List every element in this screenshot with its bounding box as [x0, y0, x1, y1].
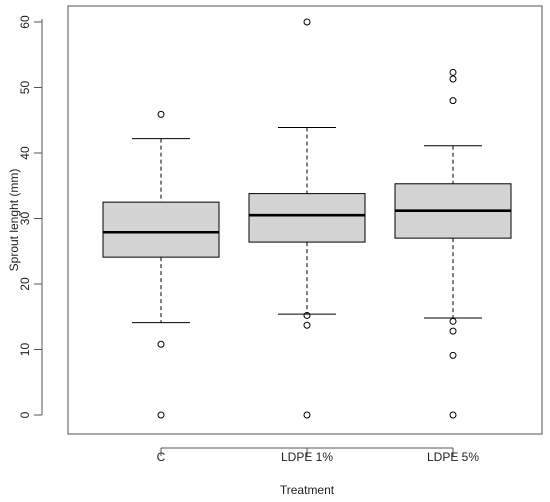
outlier-point — [449, 327, 457, 335]
y-tick-label: 20 — [18, 277, 32, 291]
plot-frame — [67, 5, 543, 435]
outlier-point — [157, 110, 165, 118]
outlier-point — [303, 321, 311, 329]
x-tick-label: LDPE 5% — [427, 450, 479, 464]
box-group — [102, 110, 220, 419]
box — [248, 193, 366, 243]
outlier-point — [157, 340, 165, 348]
box-group — [248, 18, 366, 419]
boxes — [102, 18, 512, 419]
outlier-point — [449, 75, 457, 83]
outlier-point — [303, 411, 311, 419]
outlier-point — [449, 411, 457, 419]
x-ticks: C LDPE 1% LDPE 5% — [157, 448, 479, 464]
y-ticks: 0 10 20 30 40 50 60 — [18, 15, 42, 418]
y-tick-label: 0 — [18, 411, 32, 418]
y-tick-label: 60 — [18, 15, 32, 29]
outlier-point — [449, 351, 457, 359]
box-group — [394, 68, 512, 419]
box — [102, 201, 220, 258]
outlier-point — [449, 68, 457, 76]
y-tick-label: 50 — [18, 81, 32, 95]
y-tick-label: 10 — [18, 343, 32, 357]
outlier-point — [157, 411, 165, 419]
x-tick-label: LDPE 1% — [281, 450, 333, 464]
y-tick-label: 30 — [18, 212, 32, 226]
outlier-point — [303, 311, 311, 319]
outlier-point — [303, 18, 311, 26]
y-tick-label: 40 — [18, 146, 32, 160]
outlier-point — [449, 317, 457, 325]
y-axis-title: Sprout lenght (mm) — [7, 169, 21, 272]
x-axis-title: Treatment — [280, 483, 335, 497]
x-tick-label: C — [157, 450, 166, 464]
outlier-point — [449, 97, 457, 105]
